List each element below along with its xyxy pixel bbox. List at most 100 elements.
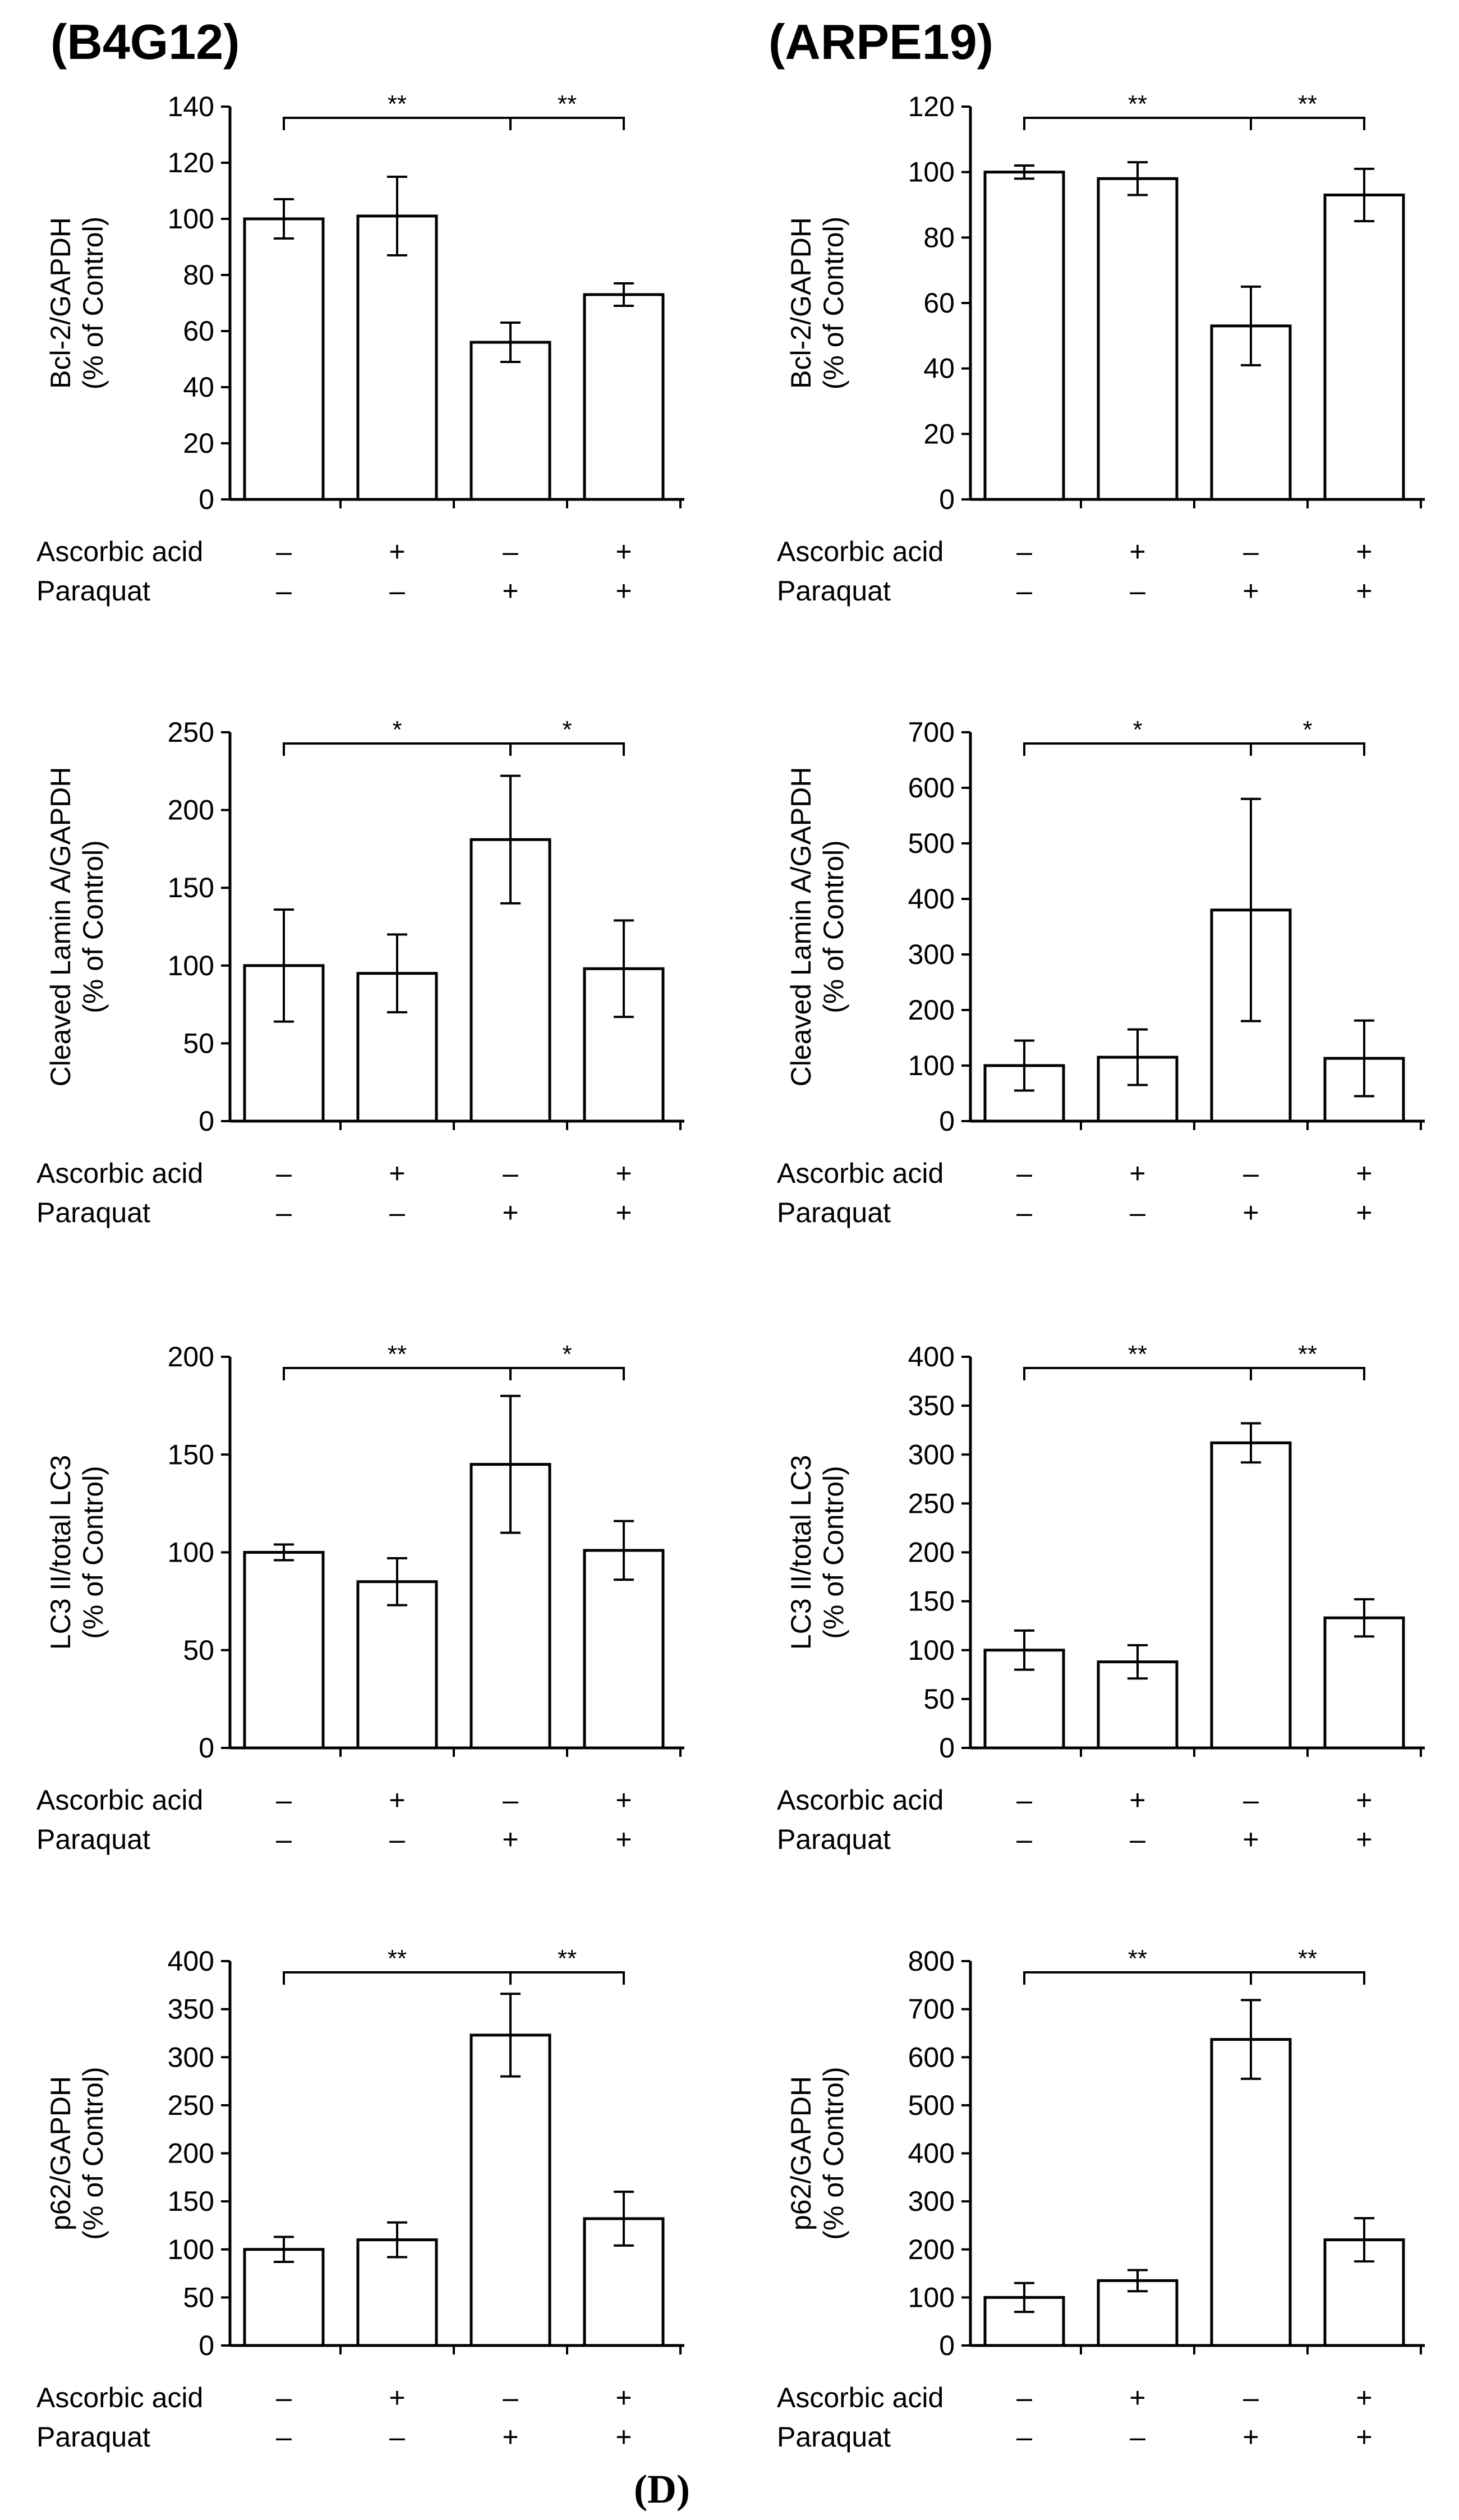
y-tick-label: 0 <box>939 1105 955 1137</box>
treatment-sign: + <box>389 1158 405 1189</box>
y-tick-label: 150 <box>908 1586 955 1617</box>
treatment-sign: – <box>1243 1784 1259 1816</box>
treatment-label: Ascorbic acid <box>777 1158 943 1189</box>
y-tick-label: 60 <box>183 315 214 347</box>
y-tick-label: 50 <box>183 2282 214 2313</box>
significance-label: * <box>392 716 402 743</box>
treatment-sign: + <box>615 2421 632 2453</box>
y-tick-label: 0 <box>939 1732 955 1764</box>
significance-bracket <box>509 742 625 756</box>
treatment-label: Paraquat <box>777 2421 891 2453</box>
treatment-sign: + <box>1242 2421 1259 2453</box>
y-tick-label: 250 <box>908 1488 955 1519</box>
y-tick-label: 600 <box>908 2041 955 2073</box>
y-tick-label: 100 <box>168 203 214 235</box>
treatment-sign: – <box>1130 1824 1145 1855</box>
y-tick-label: 140 <box>168 91 214 122</box>
bar <box>1323 1616 1405 1750</box>
significance-label: ** <box>388 90 407 118</box>
bar <box>1210 1441 1292 1750</box>
treatment-sign: – <box>276 1784 292 1816</box>
significance-bracket <box>1250 1367 1365 1380</box>
chart-panels: 0 20 40 60 80 100 120 140 Bcl-2/GAPDH(% of Contr… <box>36 90 1425 2453</box>
significance-label: ** <box>388 1341 407 1368</box>
y-tick-label: 200 <box>168 2138 214 2169</box>
treatment-sign: – <box>503 536 518 567</box>
y-tick-label: 20 <box>923 418 955 449</box>
y-tick-label: 40 <box>923 353 955 384</box>
bar <box>356 1580 438 1750</box>
y-tick-label: 100 <box>908 1050 955 1081</box>
significance-bracket <box>283 117 512 130</box>
bar <box>1323 2238 1405 2347</box>
bar <box>356 972 438 1123</box>
treatment-sign: + <box>615 536 632 567</box>
treatment-label: Ascorbic acid <box>777 1784 943 1816</box>
y-tick-label: 200 <box>168 1341 214 1373</box>
bar <box>1323 194 1405 501</box>
y-axis-label: Bcl-2/GAPDH(% of Control) <box>785 217 849 389</box>
y-tick-label: 300 <box>908 939 955 970</box>
y-axis-label: Cleaved Lamin A/GAPDH(% of Control) <box>45 767 109 1087</box>
y-tick-label: 150 <box>168 872 214 903</box>
y-tick-label: 0 <box>199 1732 214 1764</box>
y-axis-label: Cleaved Lamin A/GAPDH(% of Control) <box>785 767 849 1087</box>
y-tick-label: 100 <box>168 950 214 981</box>
treatment-label: Paraquat <box>36 1197 150 1228</box>
treatment-sign: – <box>1016 1158 1032 1189</box>
y-axis-label: Bcl-2/GAPDH(% of Control) <box>45 217 109 389</box>
treatment-sign: – <box>389 1197 405 1228</box>
y-tick-label: 500 <box>908 828 955 859</box>
y-tick-label: 0 <box>199 484 214 515</box>
column-title-arpe19: (ARPE19) <box>768 14 993 70</box>
significance-bracket <box>509 1367 625 1380</box>
significance-bracket <box>1023 1971 1252 1985</box>
treatment-sign: – <box>389 2421 405 2453</box>
treatment-sign: + <box>1356 1197 1372 1228</box>
treatment-sign: – <box>1016 536 1032 567</box>
chart-arpe19-bcl2: 0 20 40 60 80 100 120 Bcl-2/GAPDH(% of Control)… <box>777 90 1425 607</box>
treatment-sign: + <box>1356 2421 1372 2453</box>
treatment-sign: + <box>615 2382 632 2413</box>
y-tick-label: 200 <box>908 994 955 1026</box>
treatment-sign: – <box>1130 575 1145 607</box>
y-tick-label: 100 <box>908 1635 955 1666</box>
column-title-b4g12: (B4G12) <box>50 14 240 70</box>
chart-arpe19-lc3: 0 50 100 150 200 250 300 350 400 LC3 II/total LC3… <box>777 1341 1425 1855</box>
significance-bracket <box>1023 117 1252 130</box>
treatment-sign: – <box>1243 536 1259 567</box>
y-tick-label: 700 <box>908 717 955 748</box>
y-tick-label: 100 <box>168 1537 214 1568</box>
significance-label: ** <box>1128 1341 1147 1368</box>
treatment-sign: + <box>1129 1784 1145 1816</box>
y-tick-label: 250 <box>168 717 214 748</box>
significance-label: ** <box>1298 1945 1317 1972</box>
treatment-sign: + <box>1242 1824 1259 1855</box>
bar <box>243 2248 325 2347</box>
y-tick-label: 700 <box>908 1994 955 2025</box>
chart-arpe19-lamin: 0 100 200 300 400 500 600 700 Cleaved Lamin A/GA… <box>777 716 1425 1228</box>
y-tick-label: 400 <box>168 1945 214 1977</box>
treatment-sign: – <box>1130 2421 1145 2453</box>
treatment-sign: – <box>1130 1197 1145 1228</box>
significance-label: * <box>1302 716 1312 743</box>
significance-bracket <box>1250 117 1365 130</box>
treatment-sign: – <box>276 1824 292 1855</box>
y-axis-label: p62/GAPDH(% of Control) <box>45 2067 109 2239</box>
y-tick-label: 60 <box>923 287 955 319</box>
treatment-sign: + <box>389 536 405 567</box>
treatment-label: Paraquat <box>777 1197 891 1228</box>
y-tick-label: 200 <box>908 2234 955 2265</box>
y-tick-label: 100 <box>908 157 955 188</box>
y-tick-label: 200 <box>168 795 214 826</box>
treatment-sign: + <box>502 1824 518 1855</box>
y-tick-label: 150 <box>168 1439 214 1470</box>
y-tick-label: 50 <box>183 1635 214 1666</box>
bar <box>983 171 1065 501</box>
treatment-label: Ascorbic acid <box>36 536 203 567</box>
y-tick-label: 400 <box>908 2138 955 2169</box>
significance-label: ** <box>1298 90 1317 118</box>
treatment-sign: – <box>1016 1824 1032 1855</box>
y-tick-label: 300 <box>908 2186 955 2217</box>
